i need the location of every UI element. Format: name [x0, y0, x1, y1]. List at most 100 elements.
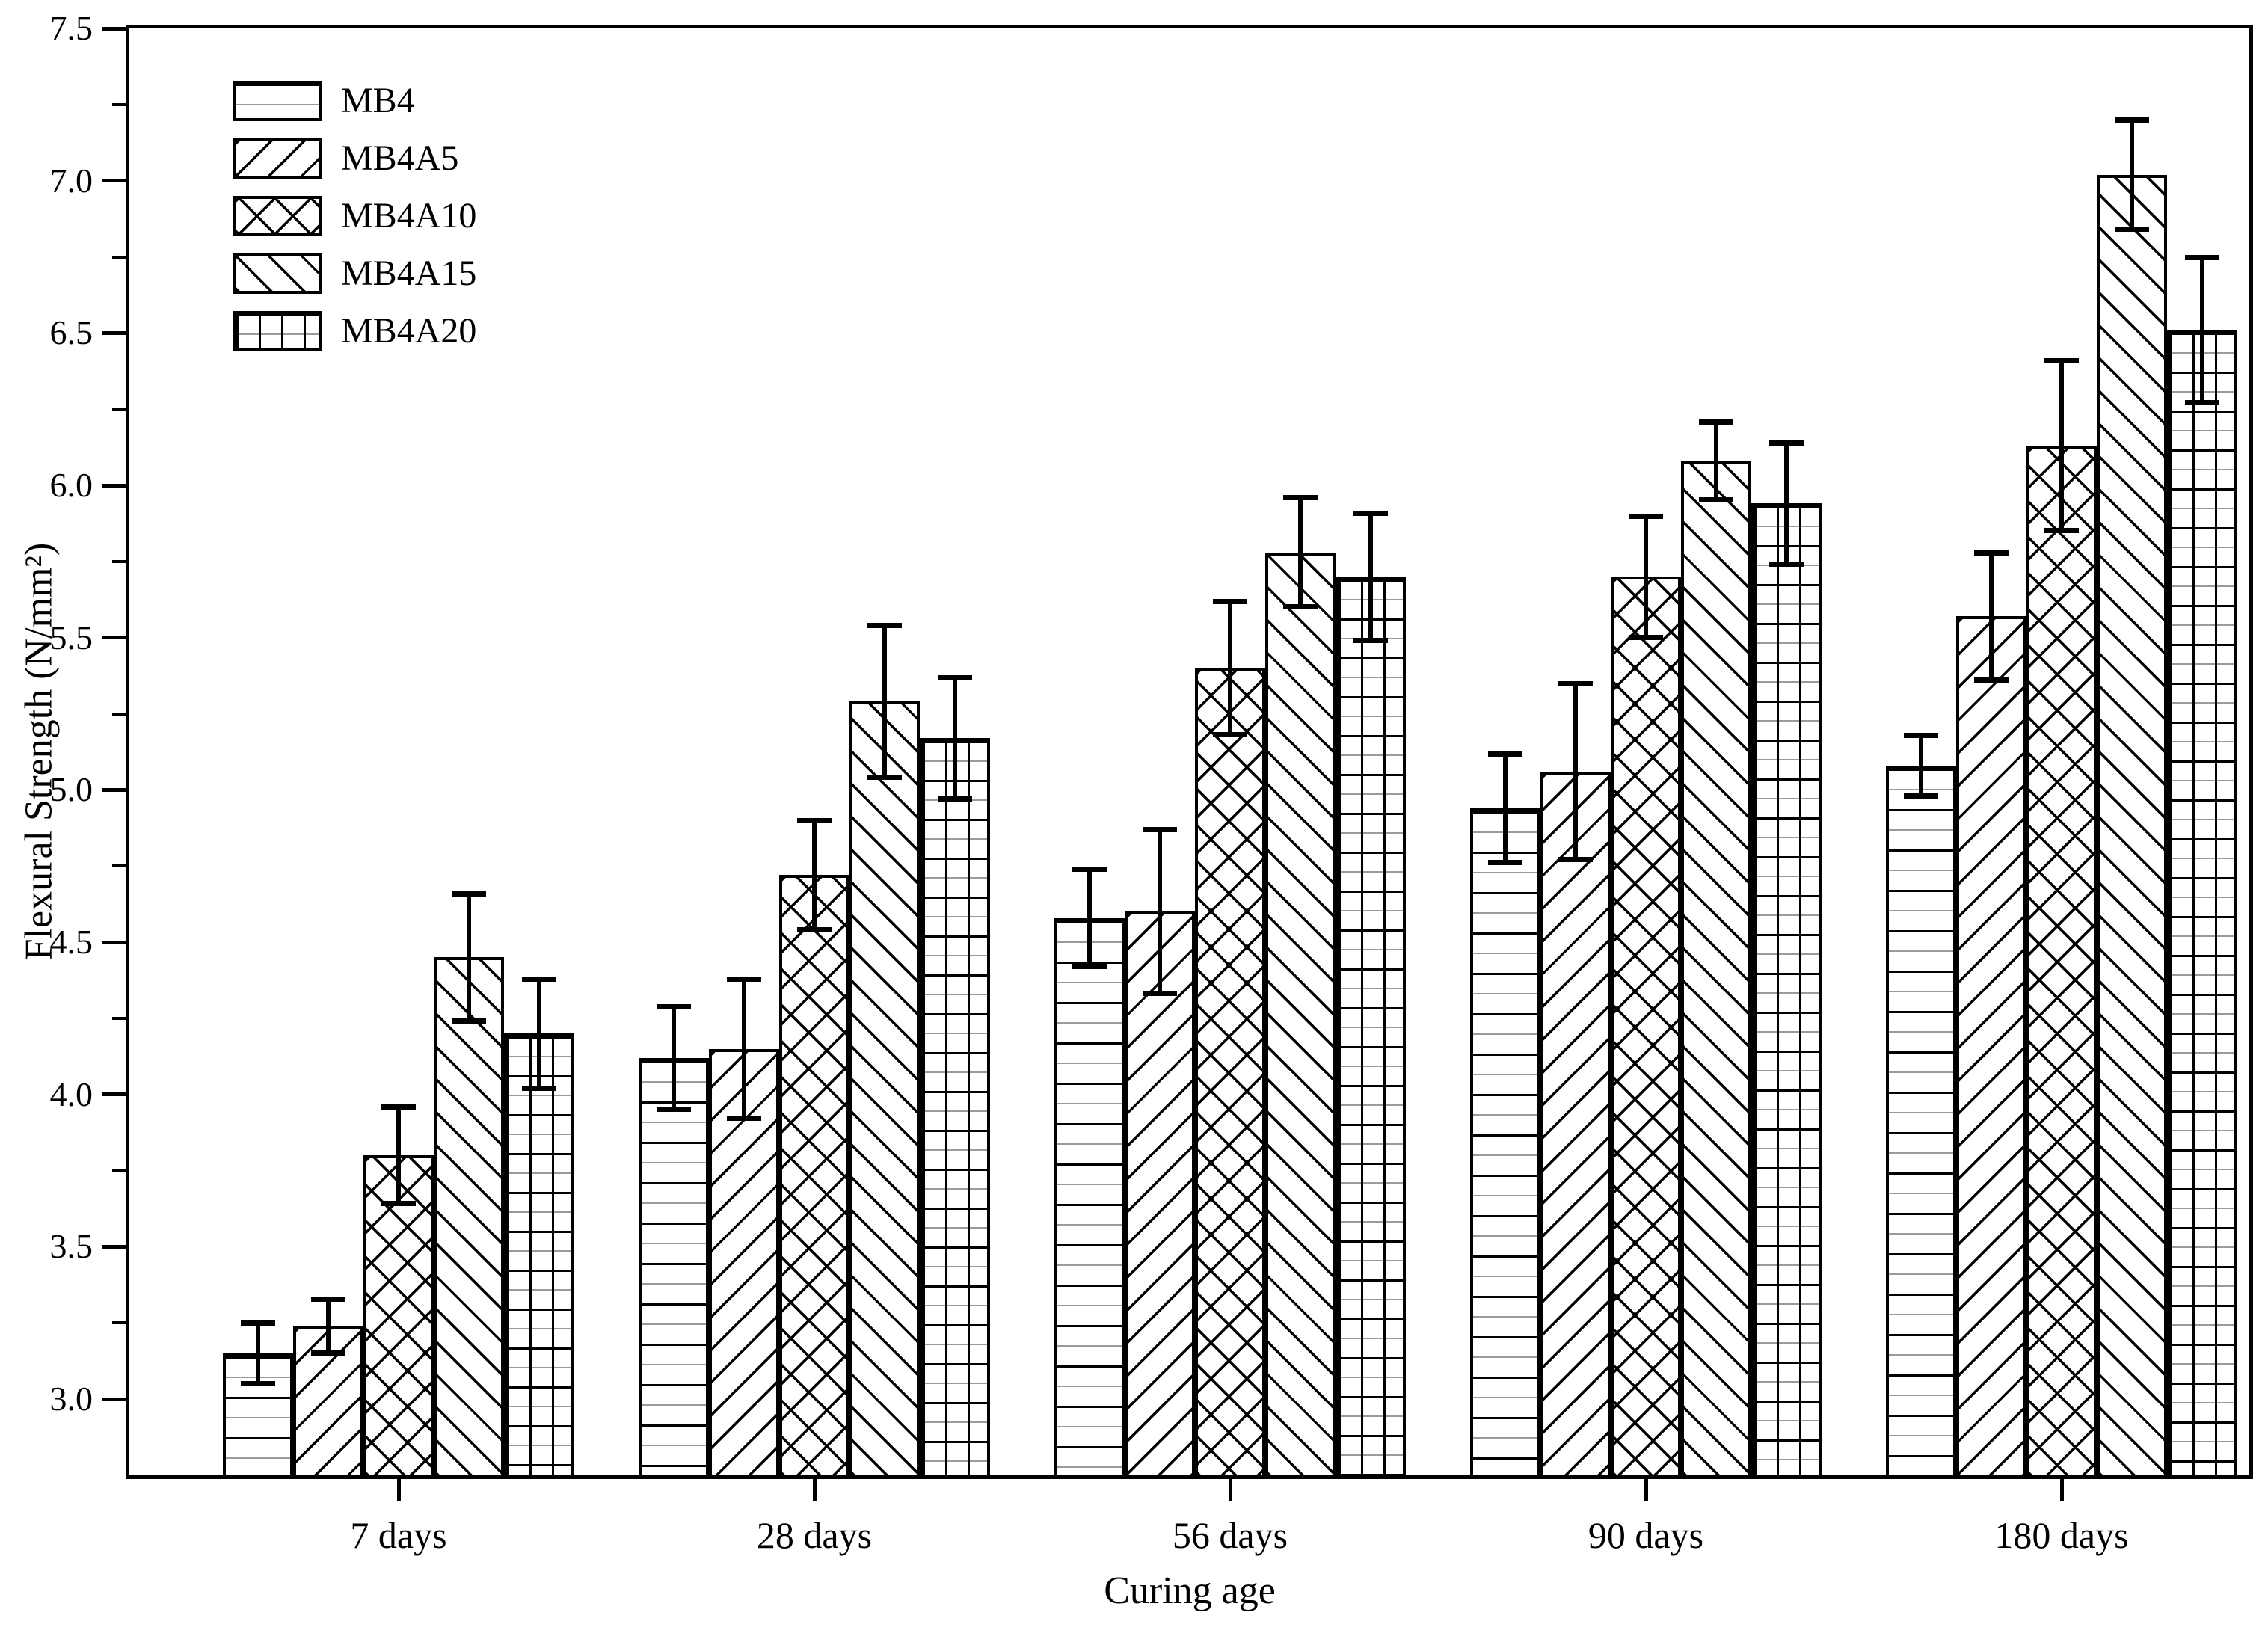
legend-label: MB4A5: [341, 138, 459, 178]
bar-mb4a20-90-days: [1751, 503, 1822, 1478]
y-axis-tick-label: 7.5: [49, 9, 93, 47]
y-axis-major-tick: [102, 1397, 127, 1401]
bar-mb4a20-56-days: [1336, 577, 1406, 1478]
error-bar-top-cap: [797, 818, 832, 824]
diagonal-back-hatch-swatch: [233, 253, 322, 294]
x-axis-tick: [1644, 1479, 1648, 1501]
bar-mb4-56-days: [1054, 917, 1125, 1478]
error-bar-bottom-cap: [1283, 604, 1318, 609]
bar-mb4a15-180-days: [2097, 174, 2167, 1478]
error-bar-bottom-cap: [1143, 991, 1177, 997]
y-axis-minor-tick: [112, 712, 127, 716]
error-bar-top-cap: [867, 623, 902, 629]
bar-mb4a10-56-days: [1195, 668, 1265, 1478]
error-bar-bottom-cap: [1699, 497, 1733, 503]
error-bar-bottom-cap: [522, 1085, 556, 1091]
x-axis-tick: [396, 1479, 401, 1501]
x-axis-category-label: 7 days: [350, 1514, 447, 1556]
legend-item: MB4A15: [233, 245, 476, 302]
y-axis-minor-tick: [112, 255, 127, 259]
y-axis-major-tick: [102, 26, 127, 31]
error-bar-top-cap: [2044, 358, 2079, 364]
legend-label: MB4A20: [341, 310, 477, 351]
y-axis-tick-label: 3.0: [49, 1380, 93, 1418]
legend-label: MB4A10: [341, 195, 477, 236]
error-bar: [1644, 515, 1648, 638]
bar-mb4-90-days: [1470, 808, 1540, 1478]
error-bar: [812, 820, 817, 930]
y-axis-major-tick: [102, 940, 127, 944]
diagonal-forward-hatch-swatch: [233, 138, 322, 179]
y-axis-title: Flexural Strength (N/mm²): [17, 542, 61, 961]
error-bar-bottom-cap: [1353, 637, 1388, 643]
bar-mb4a10-90-days: [1611, 577, 1681, 1478]
error-bar: [467, 893, 471, 1022]
y-axis-minor-tick: [112, 1016, 127, 1020]
error-bar-top-cap: [657, 1003, 691, 1009]
error-bar-top-cap: [1488, 751, 1522, 757]
error-bar: [742, 978, 746, 1119]
x-axis-tick: [2059, 1479, 2064, 1501]
bar-mb4a15-90-days: [1681, 461, 1751, 1478]
error-bar-bottom-cap: [797, 926, 832, 932]
bar-mb4-28-days: [639, 1057, 709, 1478]
bar-mb4a15-7-days: [434, 957, 504, 1478]
error-bar-top-cap: [1143, 827, 1177, 833]
error-bar-bottom-cap: [2115, 226, 2149, 232]
error-bar: [1158, 829, 1162, 994]
x-axis-title: Curing age: [1104, 1569, 1276, 1612]
error-bar-bottom-cap: [1213, 732, 1247, 738]
y-axis-major-tick: [102, 1092, 127, 1097]
grid-hatch-swatch: [233, 310, 322, 351]
legend: MB4 MB4A5 MB4A10 MB4A15 MB4A20: [233, 72, 476, 360]
error-bar-bottom-cap: [727, 1116, 761, 1122]
error-bar-top-cap: [727, 976, 761, 982]
legend-label: MB4A15: [341, 253, 477, 293]
error-bar-bottom-cap: [1072, 963, 1107, 969]
error-bar-top-cap: [1904, 733, 1938, 739]
error-bar: [1228, 600, 1232, 736]
error-bar: [1989, 552, 1994, 680]
error-bar-top-cap: [1974, 550, 2009, 556]
bar-mb4a15-56-days: [1265, 552, 1336, 1478]
error-bar-bottom-cap: [938, 796, 972, 802]
error-bar-bottom-cap: [1488, 860, 1522, 866]
error-bar-bottom-cap: [311, 1350, 345, 1356]
error-bar: [1784, 443, 1789, 565]
error-bar-top-cap: [1353, 510, 1388, 516]
x-axis-tick: [1228, 1479, 1232, 1501]
error-bar-top-cap: [1283, 495, 1318, 501]
error-bar: [1919, 735, 1923, 796]
error-bar: [1298, 497, 1303, 607]
y-axis-minor-tick: [112, 864, 127, 868]
legend-label: MB4: [341, 80, 415, 120]
error-bar: [326, 1298, 331, 1354]
error-bar: [1714, 421, 1718, 501]
error-bar: [256, 1323, 260, 1384]
x-axis-category-label: 56 days: [1172, 1514, 1288, 1556]
x-axis-category-label: 28 days: [756, 1514, 873, 1556]
y-axis-major-tick: [102, 179, 127, 183]
legend-item: MB4A10: [233, 187, 476, 245]
error-bar: [953, 677, 957, 799]
bar-mb4a5-90-days: [1540, 771, 1611, 1478]
error-bar-bottom-cap: [381, 1201, 416, 1207]
y-axis-tick-label: 5.5: [49, 618, 93, 657]
error-bar-top-cap: [1558, 680, 1593, 686]
y-axis-minor-tick: [112, 102, 127, 106]
bar-mb4a5-56-days: [1125, 911, 1195, 1478]
error-bar-bottom-cap: [1558, 857, 1593, 863]
y-axis-major-tick: [102, 787, 127, 792]
legend-item: MB4A20: [233, 302, 476, 360]
y-axis-major-tick: [102, 483, 127, 488]
error-bar-bottom-cap: [452, 1018, 486, 1024]
error-bar: [1573, 683, 1578, 861]
y-axis-tick-label: 4.5: [49, 923, 93, 962]
y-axis-major-tick: [102, 636, 127, 640]
x-axis-tick: [812, 1479, 817, 1501]
error-bar: [2059, 360, 2064, 532]
error-bar-bottom-cap: [657, 1107, 691, 1113]
x-axis-category-label: 90 days: [1588, 1514, 1704, 1556]
bar-mb4a20-28-days: [920, 738, 990, 1478]
